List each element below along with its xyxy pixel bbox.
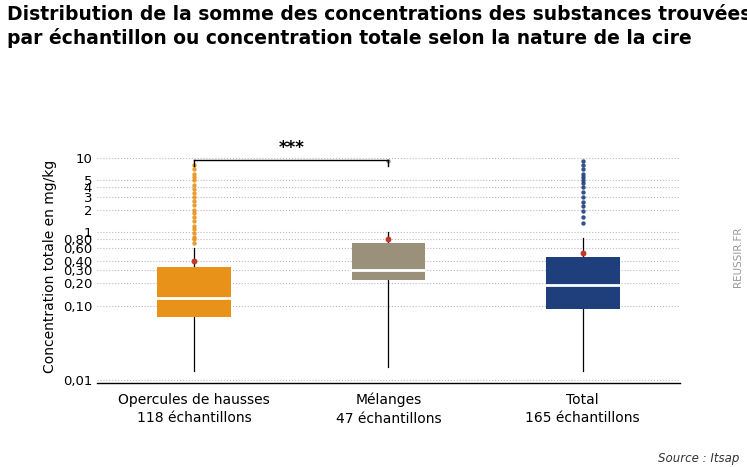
Point [577, 177, 589, 184]
Point [577, 188, 589, 195]
Point [188, 193, 200, 200]
Point [188, 185, 200, 193]
Point [188, 222, 200, 230]
Point [188, 177, 200, 184]
Point [188, 240, 200, 247]
Point [188, 166, 200, 173]
Point [382, 157, 394, 165]
Point [188, 198, 200, 205]
Point [577, 180, 589, 187]
Point [188, 190, 200, 197]
Point [188, 257, 200, 265]
Point [188, 173, 200, 181]
Point [577, 184, 589, 191]
Point [188, 230, 200, 237]
Point [577, 249, 589, 256]
Point [188, 206, 200, 213]
Point [188, 233, 200, 241]
Point [188, 161, 200, 169]
Point [188, 209, 200, 217]
Point [188, 170, 200, 178]
Point [577, 170, 589, 178]
Point [577, 203, 589, 210]
Point [577, 198, 589, 206]
Point [188, 213, 200, 220]
Text: REUSSIR.FR: REUSSIR.FR [734, 226, 743, 287]
Text: Distribution de la somme des concentrations des substances trouvées
par échantil: Distribution de la somme des concentrati… [7, 5, 747, 49]
Point [577, 213, 589, 220]
Point [188, 181, 200, 189]
Text: Source : Itsap: Source : Itsap [658, 452, 740, 465]
Point [577, 219, 589, 227]
Y-axis label: Concentration totale en mg/kg: Concentration totale en mg/kg [43, 160, 58, 373]
Point [577, 157, 589, 165]
Text: ***: *** [279, 139, 304, 157]
Point [188, 235, 200, 243]
Point [382, 235, 394, 243]
Point [577, 161, 589, 169]
Bar [546, 257, 619, 309]
Point [188, 225, 200, 233]
Bar [352, 243, 425, 280]
Point [577, 193, 589, 200]
Bar [158, 267, 231, 317]
Point [188, 217, 200, 225]
Point [577, 173, 589, 181]
Point [577, 207, 589, 215]
Point [577, 166, 589, 173]
Point [188, 201, 200, 209]
